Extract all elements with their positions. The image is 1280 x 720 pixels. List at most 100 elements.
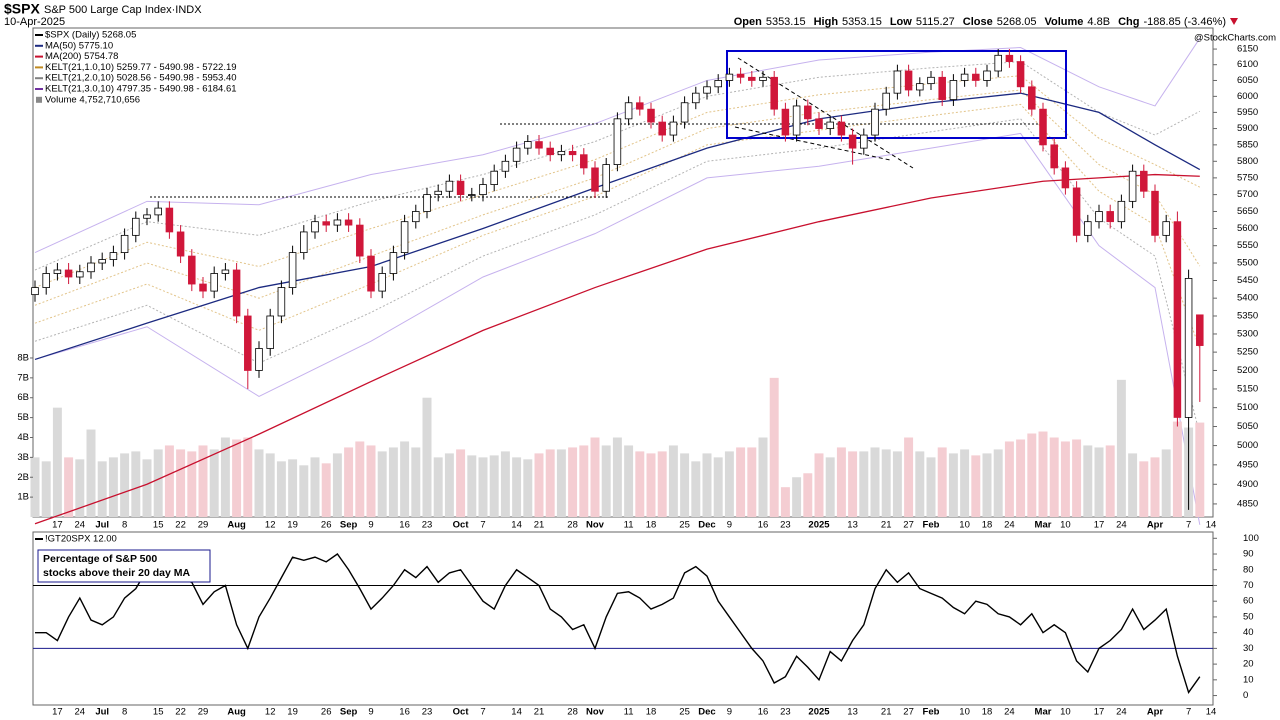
quote-value: -188.85 (-3.46%) xyxy=(1143,16,1226,28)
candle-body xyxy=(434,190,442,196)
candle-body xyxy=(210,273,218,292)
candle-body xyxy=(1140,170,1148,192)
candle-body xyxy=(916,83,924,91)
y-tick-label: 5650 xyxy=(1237,206,1258,217)
volume-bar xyxy=(489,455,499,517)
volume-bar xyxy=(612,437,622,517)
volume-bar xyxy=(131,451,141,517)
volume-bar xyxy=(1004,441,1014,517)
volume-bar xyxy=(982,453,992,517)
x-tick-label: 19 xyxy=(287,520,298,531)
volume-bar xyxy=(86,429,96,517)
candle-body xyxy=(647,108,655,123)
x-tick-label: 17 xyxy=(52,520,63,531)
candle-body xyxy=(994,54,1002,72)
x-tick-label: Dec xyxy=(698,520,715,531)
volume-bar xyxy=(243,437,253,517)
x-tick-label: 9 xyxy=(368,520,373,531)
x-tick-label: 21 xyxy=(534,520,545,531)
y2-tick-label: 3B xyxy=(17,452,29,463)
x-tick-label: 24 xyxy=(1004,707,1015,718)
candle-body xyxy=(1016,61,1025,88)
volume-bar xyxy=(433,457,443,517)
x-tick-label: 24 xyxy=(75,520,86,531)
volume-bar xyxy=(870,447,880,517)
y-tick-label: 60 xyxy=(1243,596,1254,607)
x-tick-label: 29 xyxy=(198,520,209,531)
candle-body xyxy=(1084,221,1092,236)
x-tick-label: 10 xyxy=(959,520,970,531)
volume-bar xyxy=(993,449,1003,517)
candle-body xyxy=(848,134,857,149)
x-tick-label: 15 xyxy=(153,520,164,531)
legend-label: MA(200) 5754.78 xyxy=(45,51,118,62)
candle-body xyxy=(132,217,140,236)
quote-label: Volume xyxy=(1045,16,1084,28)
candle-body xyxy=(893,70,902,94)
candle-body xyxy=(311,221,319,233)
candle-body xyxy=(120,234,129,254)
overlay-line xyxy=(34,92,1201,361)
x-tick-label: 9 xyxy=(368,707,373,718)
quote-value: 5268.05 xyxy=(997,16,1037,28)
candle-body xyxy=(165,207,174,233)
candle-body xyxy=(53,269,62,274)
candle-body xyxy=(322,221,330,226)
y2-tick-label: 8B xyxy=(17,352,29,363)
volume-bar xyxy=(366,445,376,517)
y-tick-label: 20 xyxy=(1243,659,1254,670)
candle-body xyxy=(1151,190,1159,236)
x-tick-label: 10 xyxy=(1060,520,1071,531)
candle-body xyxy=(804,105,812,120)
x-tick-label: 7 xyxy=(480,520,485,531)
x-tick-label: 16 xyxy=(399,707,410,718)
x-tick-label: 10 xyxy=(1060,707,1071,718)
volume-bar xyxy=(97,461,107,517)
volume-bar xyxy=(512,457,522,517)
x-tick-label: 17 xyxy=(52,707,63,718)
candle-body xyxy=(904,70,913,91)
candle-body xyxy=(781,108,790,136)
volume-bar xyxy=(411,447,421,517)
legend-label: !GT20SPX 12.00 xyxy=(45,534,117,545)
volume-bar xyxy=(1195,422,1205,517)
candle-body xyxy=(98,259,106,264)
candle-body xyxy=(468,194,476,197)
volume-bar xyxy=(478,457,488,517)
x-tick-label: 24 xyxy=(1116,707,1127,718)
x-tick-label: 26 xyxy=(321,520,332,531)
volume-bar xyxy=(108,457,118,517)
x-tick-label: 17 xyxy=(1094,707,1105,718)
candle-body xyxy=(960,73,969,81)
x-tick-label: Jul xyxy=(95,520,109,531)
y-tick-label: 5850 xyxy=(1237,139,1258,150)
x-tick-label: 24 xyxy=(1116,520,1127,531)
x-tick-label: 23 xyxy=(422,707,433,718)
volume-bar xyxy=(1161,449,1171,517)
volume-bar xyxy=(803,473,813,517)
volume-bar xyxy=(937,447,947,517)
y-tick-label: 50 xyxy=(1243,611,1254,622)
x-tick-label: 11 xyxy=(624,520,634,531)
candle-body xyxy=(680,102,689,123)
x-tick-label: 9 xyxy=(727,520,732,531)
candle-body xyxy=(1028,86,1036,110)
volume-bar xyxy=(702,453,712,517)
candle-body xyxy=(714,80,722,88)
volume-bar xyxy=(736,447,746,517)
volume-bar xyxy=(915,451,925,517)
volume-bar xyxy=(668,445,678,517)
candle-body xyxy=(826,121,834,129)
volume-bar xyxy=(758,437,768,517)
volume-bar xyxy=(680,453,690,517)
volume-bar xyxy=(355,441,365,517)
legend-label: Volume 4,752,710,656 xyxy=(45,94,140,105)
x-tick-label: Sep xyxy=(340,520,358,531)
indicator-line xyxy=(35,553,1201,694)
candle-body xyxy=(703,86,711,94)
candle-body xyxy=(837,121,846,136)
price-panel xyxy=(32,27,1214,518)
y-tick-label: 6150 xyxy=(1237,44,1258,55)
